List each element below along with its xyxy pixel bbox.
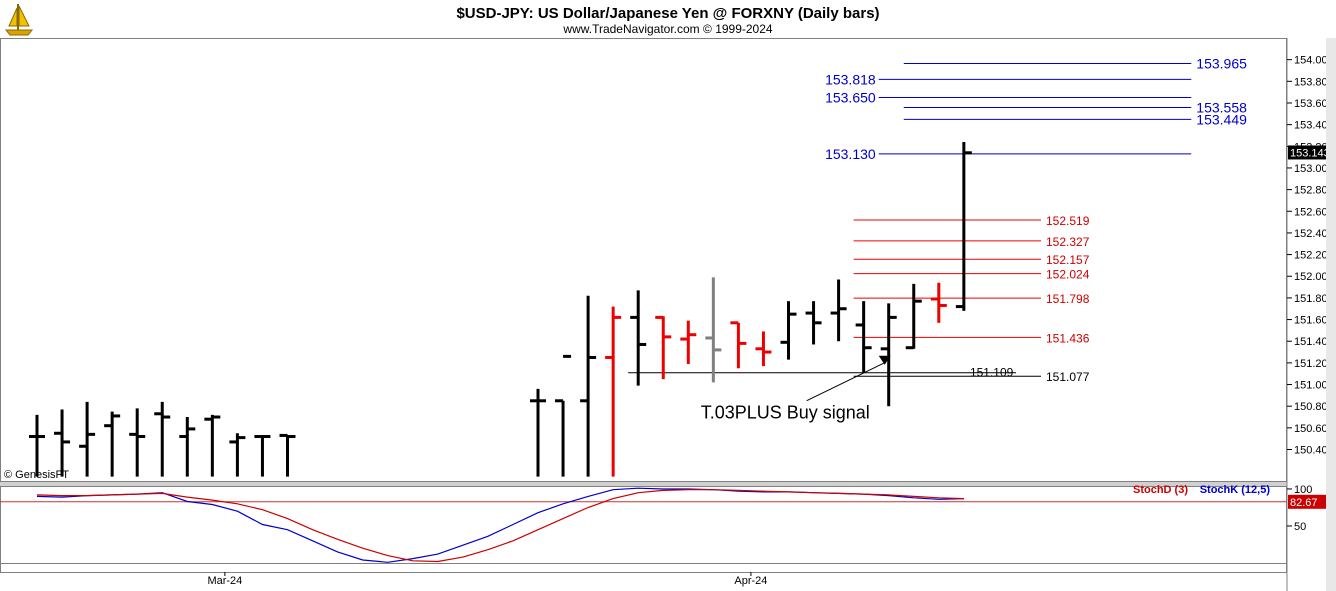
indicator-value-label: 82.67: [1290, 497, 1318, 509]
price-panel-frame: [0, 38, 1287, 482]
ohlc-bar: [655, 315, 672, 380]
last-price-label: 153.143: [1290, 147, 1330, 159]
ship-logo-icon: [4, 4, 34, 36]
level-label-151.798: 151.798: [1046, 292, 1090, 306]
annotation-arrow-head: [878, 355, 891, 365]
ohlc-bar: [104, 411, 121, 477]
level-label-151.436: 151.436: [1046, 331, 1090, 345]
stoch-k-line: [36, 487, 964, 563]
ohlc-bar: [780, 301, 797, 360]
price-tick-label: 150.800: [1294, 401, 1334, 413]
level-label-153.558: 153.558: [1196, 100, 1247, 116]
legend-stoch-d: StochD (3): [1133, 484, 1188, 496]
ohlc-bar: [204, 414, 221, 477]
ohlc-bar: [555, 354, 572, 477]
annotation-label: T.03PLUS Buy signal: [701, 403, 870, 423]
level-label-152.519: 152.519: [1046, 214, 1090, 228]
price-tick-label: 151.000: [1294, 380, 1334, 392]
watermark-text: © GenesisFT: [4, 469, 69, 481]
ohlc-bar: [254, 435, 271, 477]
indicator-tick-label: 50: [1294, 521, 1306, 533]
chart-subtitle: www.TradeNavigator.com © 1999-2024: [562, 22, 772, 36]
ohlc-bar: [930, 282, 947, 323]
indicator-tick-label: 100: [1294, 484, 1312, 496]
ohlc-bar: [830, 279, 847, 342]
ohlc-bar: [855, 301, 872, 373]
price-tick-label: 153.400: [1294, 120, 1334, 132]
level-label-153.449: 153.449: [1196, 111, 1247, 127]
price-tick-label: 154.000: [1294, 55, 1334, 67]
ohlc-bar: [755, 331, 772, 367]
price-tick-label: 153.800: [1294, 76, 1334, 88]
ohlc-bars: [29, 141, 972, 477]
ohlc-bar: [580, 295, 597, 477]
time-axis: Mar-24 Apr-24: [207, 572, 767, 587]
stochastic-panel: StochD (3) StochK (12,5): [0, 484, 1287, 563]
level-label-151.109: 151.109: [970, 366, 1014, 380]
price-tick-label: 151.400: [1294, 336, 1334, 348]
price-tick-label: 152.800: [1294, 185, 1334, 197]
panel-separator[interactable]: [0, 482, 1287, 486]
ohlc-bar: [630, 290, 647, 386]
ohlc-bar: [54, 409, 71, 477]
ohlc-bar: [279, 433, 296, 477]
time-axis-strip: [0, 563, 1287, 573]
ohlc-bar: [680, 320, 697, 364]
price-tick-label: 152.000: [1294, 271, 1334, 283]
annotation-arrow-line: [806, 362, 885, 402]
time-tick-label: Apr-24: [734, 575, 767, 587]
price-tick-label: 152.600: [1294, 206, 1334, 218]
ohlc-bar: [229, 433, 246, 477]
ohlc-bar: [79, 401, 96, 477]
time-tick-label: Mar-24: [207, 575, 242, 587]
ohlc-bar: [955, 141, 972, 311]
price-tick-label: 152.200: [1294, 250, 1334, 262]
scrollbar-track[interactable]: [1326, 38, 1336, 591]
last-price-badge: [1288, 145, 1326, 160]
price-tick-label: 150.400: [1294, 445, 1334, 457]
level-label-152.327: 152.327: [1046, 235, 1090, 249]
ohlc-bar: [179, 417, 196, 477]
buy-signal-annotation: T.03PLUS Buy signal: [701, 355, 891, 423]
ohlc-bar: [805, 301, 822, 345]
price-tick-label: 151.800: [1294, 293, 1334, 305]
ohlc-bar: [705, 277, 722, 383]
level-label-152.157: 152.157: [1046, 253, 1090, 267]
level-label-153.818: 153.818: [825, 71, 876, 87]
price-tick-label: 150.600: [1294, 423, 1334, 435]
level-label-153.650: 153.650: [825, 90, 876, 106]
price-tick-label: 151.600: [1294, 315, 1334, 327]
legend-stoch-k: StochK (12,5): [1200, 484, 1271, 496]
ohlc-bar: [905, 283, 922, 350]
ohlc-bar: [530, 388, 546, 477]
ohlc-bar: [880, 303, 897, 407]
level-label-151.077: 151.077: [1046, 370, 1090, 384]
ohlc-bar: [730, 321, 747, 369]
price-tick-label: 152.400: [1294, 228, 1334, 240]
price-axis: 150.400 150.600 150.800 151.000 151.200 151.4…: [1287, 55, 1334, 533]
level-label-153.965: 153.965: [1196, 55, 1247, 71]
ohlc-bar: [154, 401, 171, 477]
ohlc-bar: [129, 408, 146, 477]
level-label-152.024: 152.024: [1046, 268, 1090, 282]
price-tick-label: 151.200: [1294, 358, 1334, 370]
level-label-153.130: 153.130: [825, 146, 876, 162]
stoch-d-line: [36, 489, 964, 563]
chart-title: $USD-JPY: US Dollar/Japanese Yen @ FORXN…: [456, 5, 879, 22]
price-tick-label: 153.600: [1294, 98, 1334, 110]
ohlc-bar: [29, 414, 45, 477]
price-tick-label: 153.000: [1294, 163, 1334, 175]
indicator-value-badge: [1288, 494, 1326, 509]
ohlc-bar: [605, 306, 622, 477]
header-band: [0, 0, 1336, 38]
